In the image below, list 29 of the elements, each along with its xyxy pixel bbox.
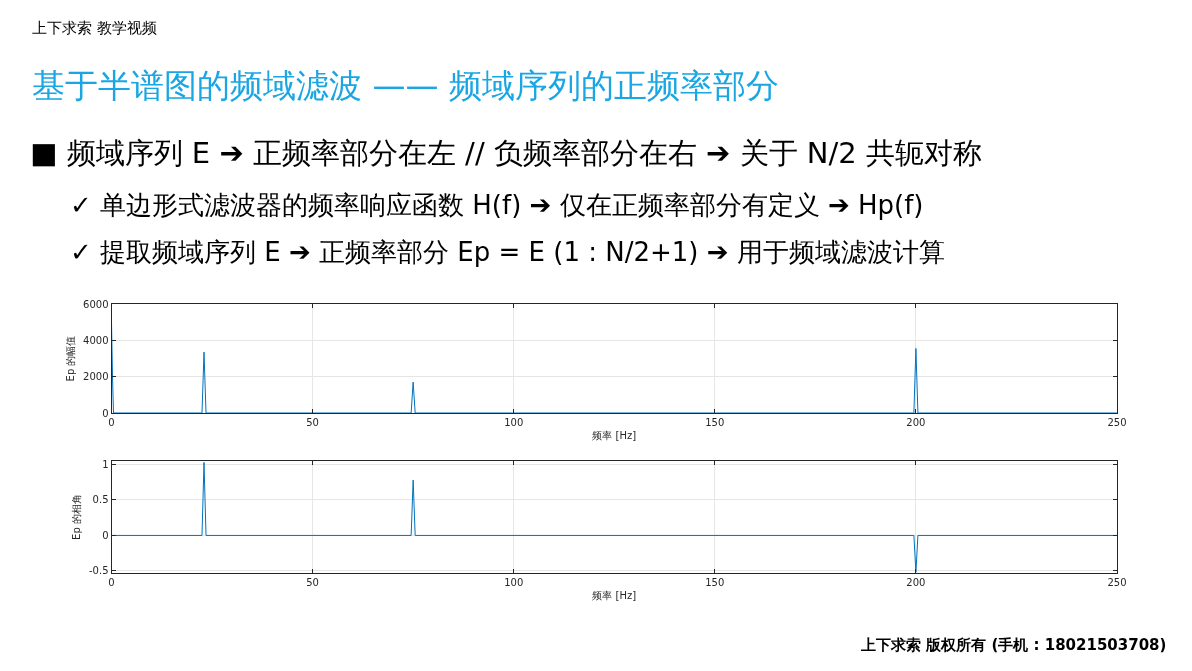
line-series xyxy=(111,461,1117,573)
text: ■ 频域序列 E ➔ 正频率部分在左 // 负频率部分在右 ➔ 关于 N/2 共轭对称 xyxy=(30,136,982,170)
y-tick-label: 1 xyxy=(102,459,109,471)
text: ✓ 提取频域序列 E ➔ 正频率部分 Ep = E (1 : N/2+1) ➔ 用于频域滤波计算 xyxy=(70,237,945,267)
y-tick-label: 0.5 xyxy=(92,494,109,506)
text: 上下求索 版权所有 (手机 : 18021503708) xyxy=(860,636,1167,654)
y-tick-label: 0 xyxy=(102,407,109,419)
text: ✓ 单边形式滤波器的频率响应函数 H(f) ➔ 仅在正频率部分有定义 ➔ Hp(f) xyxy=(70,190,924,220)
x-tick-label: 100 xyxy=(504,577,524,588)
x-tick-label: 100 xyxy=(504,417,524,428)
y-tick-label: 4000 xyxy=(83,334,109,346)
x-tick-label: 200 xyxy=(906,417,926,428)
y-tick-label: 2000 xyxy=(83,371,109,383)
x-axis-title: 频率 [Hz] xyxy=(592,589,637,601)
y-tick-label: 6000 xyxy=(83,298,109,310)
x-tick-label: 200 xyxy=(906,577,926,588)
x-tick-label: 150 xyxy=(705,577,725,588)
x-axis-title: 频率 [Hz] xyxy=(592,429,637,441)
x-tick-label: 250 xyxy=(1107,577,1127,588)
y-tick-label: 0 xyxy=(102,529,109,541)
x-tick-label: 150 xyxy=(705,417,725,428)
x-tick-label: 50 xyxy=(306,577,319,588)
y-axis-title: Ep 的幅值 xyxy=(65,335,77,382)
x-tick-label: 50 xyxy=(306,417,319,428)
y-axis-title: Ep 的相角 xyxy=(70,494,82,540)
y-tick-label: -0.5 xyxy=(88,565,109,577)
x-tick-label: 250 xyxy=(1107,417,1127,428)
chart-title: 基于半谱图的频域滤波 —— 频域序列的正频率部分 xyxy=(32,66,779,105)
text: 上下求索 教学视频 xyxy=(32,19,157,37)
